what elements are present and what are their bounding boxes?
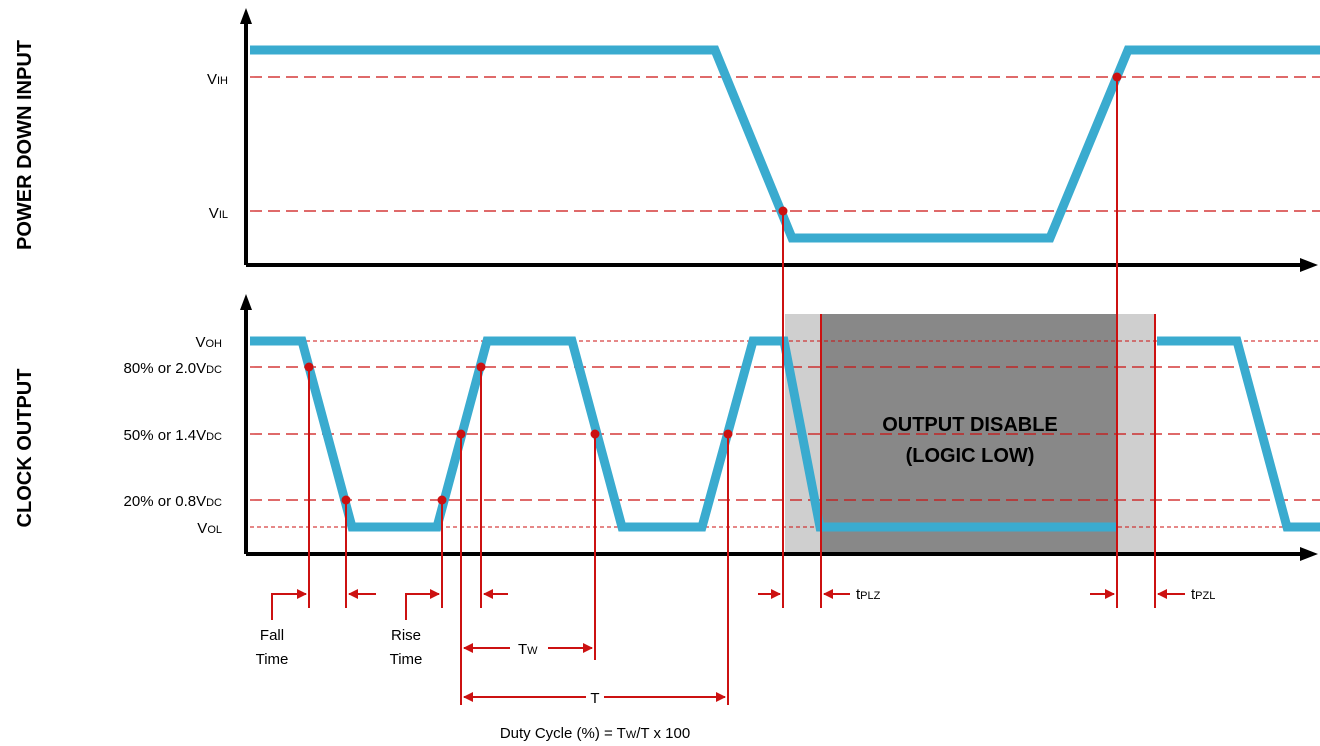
fall-50-marker bbox=[590, 429, 600, 439]
fall-80-marker bbox=[304, 362, 314, 372]
clock-output-signal-resumed bbox=[1157, 336, 1320, 532]
tpzl-label: tPZL bbox=[1191, 586, 1215, 603]
measurement-markers bbox=[304, 72, 1122, 505]
p80-label: 80% or 2.0VDC bbox=[124, 360, 223, 377]
power-down-input-title: POWER DOWN INPUT bbox=[14, 40, 36, 250]
vol-label: VOL bbox=[197, 520, 222, 537]
period-label: T bbox=[590, 690, 599, 707]
fall-20-marker bbox=[341, 495, 351, 505]
fall-time-label-line2: Time bbox=[256, 651, 289, 668]
p20-label: 20% or 0.8VDC bbox=[124, 493, 223, 510]
interval-arrows bbox=[271, 589, 1185, 702]
clock-y-axis-arrow bbox=[240, 294, 252, 310]
duty-cycle-formula: Duty Cycle (%) = TW/T x 100 bbox=[500, 725, 690, 742]
vih-label: VIH bbox=[207, 71, 228, 88]
rise-time-label-line1: Rise bbox=[391, 627, 421, 644]
p50-label: 50% or 1.4VDC bbox=[124, 427, 223, 444]
logic-low-label: (LOGIC LOW) bbox=[906, 445, 1035, 467]
fall-time-label-line1: Fall bbox=[260, 627, 284, 644]
power-y-axis-arrow bbox=[240, 8, 252, 24]
vil-crossing-marker bbox=[778, 206, 788, 216]
output-disable-label: OUTPUT DISABLE bbox=[882, 414, 1058, 436]
voh-label: VOH bbox=[195, 334, 222, 351]
tplz-label: tPLZ bbox=[856, 586, 881, 603]
rise-50-marker bbox=[456, 429, 466, 439]
rise-20-marker bbox=[437, 495, 447, 505]
vih-crossing-marker bbox=[1112, 72, 1122, 82]
tw-label: TW bbox=[518, 641, 538, 658]
power-x-axis-arrow bbox=[1300, 258, 1318, 272]
clock-x-axis-arrow bbox=[1300, 547, 1318, 561]
rise2-50-marker bbox=[723, 429, 733, 439]
power-down-signal bbox=[250, 45, 1320, 243]
rise-time-label-line2: Time bbox=[390, 651, 423, 668]
clock-output-title: CLOCK OUTPUT bbox=[14, 369, 36, 528]
vil-label: VIL bbox=[209, 205, 228, 222]
rise-80-marker bbox=[476, 362, 486, 372]
measurement-lines bbox=[308, 77, 1156, 705]
